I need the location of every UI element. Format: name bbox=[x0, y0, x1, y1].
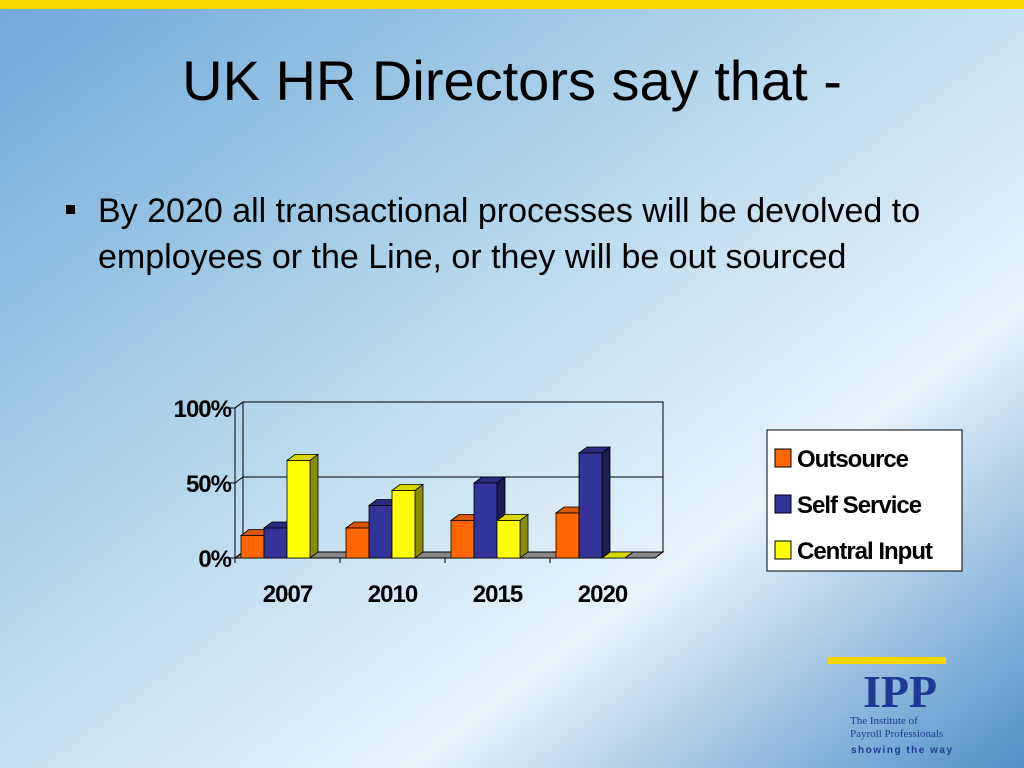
bar-front bbox=[496, 520, 521, 559]
bullet-marker bbox=[66, 205, 75, 214]
legend-label: Central Input bbox=[797, 538, 933, 565]
legend-box bbox=[766, 429, 963, 572]
bar-front bbox=[286, 460, 311, 559]
bar bbox=[495, 513, 530, 559]
chart: 0% 50% 100% 2007 2010 2015 2020 Outsource Self S… bbox=[174, 396, 963, 608]
slide-title: UK HR Directors say that - bbox=[182, 49, 842, 112]
legend-label: Outsource bbox=[797, 446, 909, 473]
y-tick-label: 0% bbox=[198, 546, 231, 573]
bullet-box: By 2020 all transactional processes will… bbox=[98, 192, 921, 276]
y-tick-label: 50% bbox=[186, 471, 232, 498]
bar-front bbox=[578, 452, 603, 559]
bar-front bbox=[345, 527, 370, 559]
grid-line bbox=[234, 476, 663, 484]
legend-swatch bbox=[774, 494, 792, 514]
bullet-text: By 2020 all transactional processes will… bbox=[98, 192, 921, 276]
legend-swatch bbox=[774, 540, 792, 560]
top-strip bbox=[0, 0, 1024, 9]
legend-label: Self Service bbox=[797, 492, 922, 519]
logo: IPP The Institute of Payroll Professiona… bbox=[828, 657, 954, 756]
bar-side bbox=[414, 483, 424, 559]
x-tick-label: 2020 bbox=[578, 581, 628, 608]
legend-swatch bbox=[774, 448, 792, 468]
bar bbox=[390, 483, 425, 559]
bar-side bbox=[519, 513, 529, 559]
bar-front bbox=[473, 482, 498, 559]
bar-side bbox=[309, 453, 319, 559]
grid-line bbox=[234, 401, 663, 409]
bar bbox=[577, 446, 612, 559]
bar-side bbox=[601, 446, 611, 559]
bar-front bbox=[450, 520, 475, 559]
logo-name: IPP bbox=[863, 666, 937, 717]
bar bbox=[600, 551, 635, 559]
bar-front bbox=[263, 527, 288, 559]
logo-tagline: showing the way bbox=[851, 745, 954, 756]
y-tick-label: 100% bbox=[174, 396, 232, 423]
logo-line2: Payroll Professionals bbox=[850, 728, 943, 740]
bar-front bbox=[391, 490, 416, 559]
logo-bar bbox=[828, 657, 946, 664]
logo-line1: The Institute of bbox=[850, 715, 918, 727]
bar-front bbox=[368, 505, 393, 559]
bar-side bbox=[624, 551, 634, 559]
x-tick-label: 2007 bbox=[263, 581, 313, 608]
bar-front bbox=[555, 512, 580, 559]
bar-front bbox=[240, 535, 265, 559]
legend: Outsource Self Service Central Input bbox=[766, 429, 963, 572]
x-tick-label: 2015 bbox=[473, 581, 523, 608]
bar bbox=[285, 453, 320, 559]
x-tick-label: 2010 bbox=[368, 581, 418, 608]
